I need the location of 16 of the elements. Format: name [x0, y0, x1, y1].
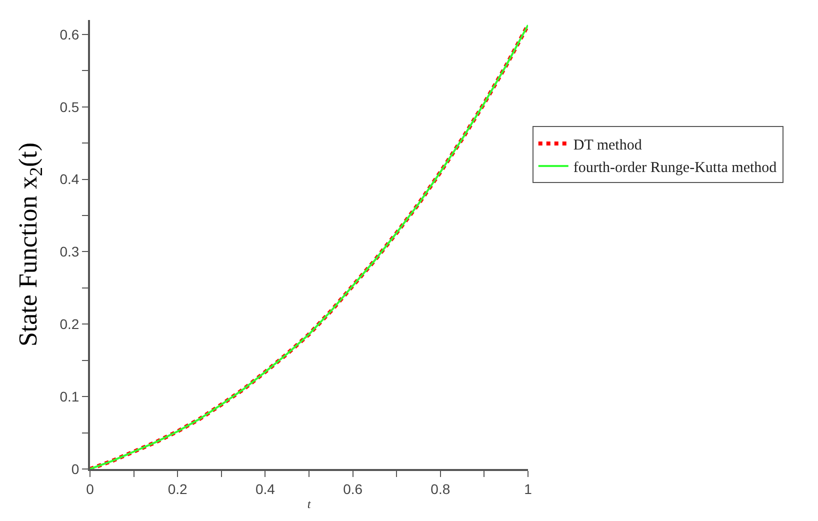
- x-axis-title: t: [307, 497, 312, 512]
- y-tick-label: 0: [71, 460, 80, 477]
- x-tick-label: 1: [524, 480, 532, 497]
- y-tick-label: 0.2: [60, 316, 80, 332]
- legend-label: fourth-order Runge-Kutta method: [573, 160, 778, 176]
- x-tick-label: 0.2: [168, 480, 188, 497]
- y-tick-label: 0.3: [60, 244, 80, 260]
- y-tick-label: 0.6: [60, 26, 80, 42]
- legend-label: DT method: [573, 137, 642, 154]
- y-tick-label: 0.4: [60, 171, 80, 188]
- x-tick-label: 0.4: [255, 480, 276, 497]
- x-tick-label: 0.6: [343, 480, 363, 497]
- y-tick-label: 0.1: [60, 388, 80, 404]
- y-tick-label: 0.5: [60, 98, 80, 115]
- x-tick-label: 0.8: [430, 480, 450, 497]
- x-tick-label: 0: [86, 480, 94, 497]
